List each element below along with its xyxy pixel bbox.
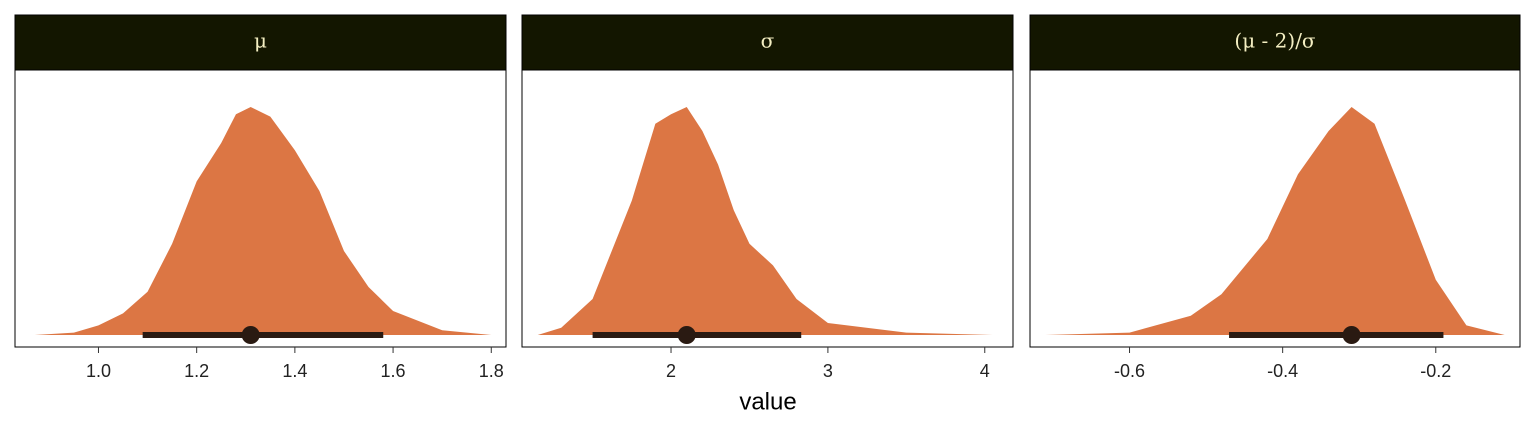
density-area <box>1045 107 1505 335</box>
x-tick-label: 1.0 <box>86 361 111 381</box>
point <box>677 326 696 344</box>
x-tick-label: 1.2 <box>184 361 209 381</box>
x-tick-label: 1.6 <box>381 361 406 381</box>
x-tick-label: -0.2 <box>1420 361 1451 381</box>
point <box>1342 326 1361 344</box>
x-tick-label: -0.6 <box>1114 361 1145 381</box>
x-tick-label: -0.4 <box>1267 361 1298 381</box>
strip-title: μ <box>254 29 267 53</box>
x-tick-label: 1.8 <box>479 361 504 381</box>
strip-title: σ <box>761 29 775 53</box>
x-tick-label: 2 <box>666 361 676 381</box>
x-tick-label: 1.4 <box>282 361 307 381</box>
x-axis-label: value <box>739 388 796 415</box>
strip <box>14 14 507 71</box>
strip <box>1029 14 1521 71</box>
point <box>241 326 260 344</box>
density-area <box>34 107 492 335</box>
strip <box>521 14 1014 71</box>
x-tick-label: 3 <box>823 361 833 381</box>
strip-title: (μ - 2)/σ <box>1234 29 1316 53</box>
x-tick-label: 4 <box>980 361 990 381</box>
density-area <box>537 107 993 335</box>
